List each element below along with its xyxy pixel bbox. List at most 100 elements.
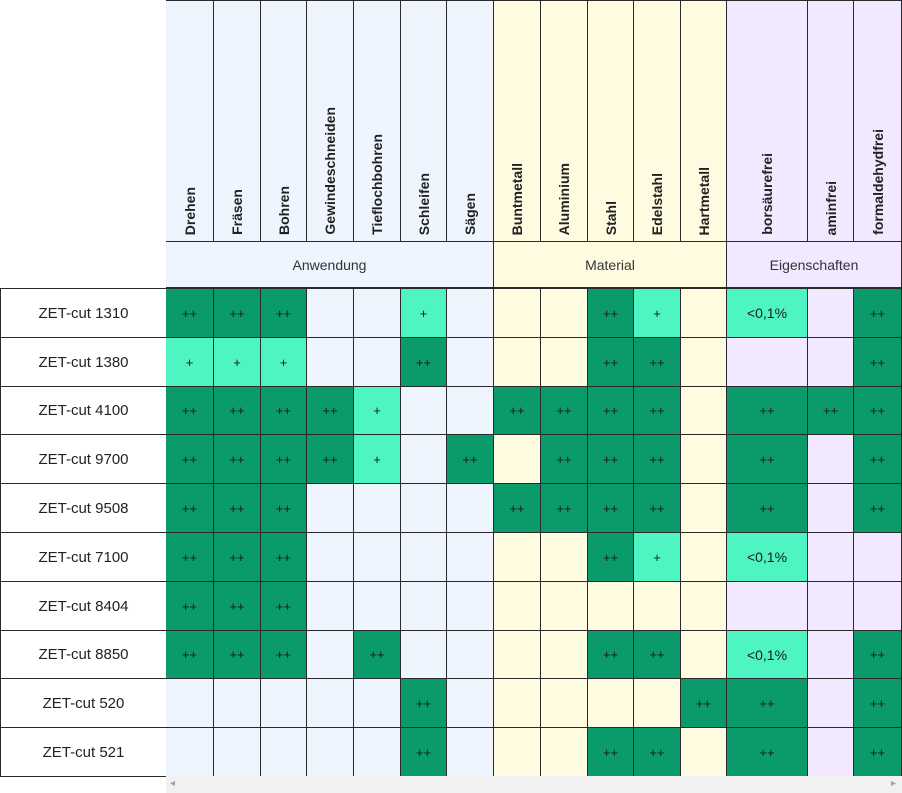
column-header-label: Gewindeschneiden bbox=[322, 107, 338, 235]
row-label: ZET-cut 7100 bbox=[0, 533, 167, 582]
table-cell: ++ bbox=[541, 387, 588, 435]
row-label: ZET-cut 9700 bbox=[0, 435, 167, 484]
table-cell bbox=[354, 582, 401, 631]
table-cell: ++ bbox=[854, 679, 902, 728]
table-cell bbox=[401, 484, 447, 533]
table-cell: ++ bbox=[727, 484, 808, 533]
table-cell: ++ bbox=[634, 728, 681, 777]
group-header-anwendung: Anwendung bbox=[166, 241, 494, 288]
column-header-sägen: Sägen bbox=[447, 1, 494, 241]
table-cell bbox=[447, 387, 494, 435]
table-cell: + bbox=[354, 435, 401, 484]
table-cell bbox=[681, 484, 727, 533]
column-header-label: Stahl bbox=[602, 200, 619, 235]
table-cell: ++ bbox=[261, 289, 307, 338]
table-cell bbox=[681, 533, 727, 582]
table-cell: ++ bbox=[214, 387, 261, 435]
table-cell bbox=[401, 387, 447, 435]
table-cell bbox=[307, 338, 354, 387]
table-cell bbox=[447, 533, 494, 582]
table-cell bbox=[447, 484, 494, 533]
table-cell bbox=[354, 728, 401, 777]
table-cell bbox=[166, 679, 214, 728]
table-cell bbox=[808, 728, 854, 777]
column-header-label: Buntmetall bbox=[509, 162, 525, 235]
table-cell bbox=[541, 533, 588, 582]
table-cell bbox=[634, 679, 681, 728]
table-cell bbox=[541, 289, 588, 338]
table-cell bbox=[494, 728, 541, 777]
table-cell: ++ bbox=[634, 435, 681, 484]
table-cell bbox=[588, 679, 634, 728]
table-cell bbox=[447, 679, 494, 728]
table-cell bbox=[401, 435, 447, 484]
table-cell: ++ bbox=[634, 484, 681, 533]
table-cell: ++ bbox=[166, 289, 214, 338]
table-cell: ++ bbox=[541, 435, 588, 484]
table-top-border bbox=[166, 0, 902, 1]
table-cell bbox=[354, 679, 401, 728]
table-cell: ++ bbox=[588, 387, 634, 435]
table-cell bbox=[808, 484, 854, 533]
table-cell bbox=[307, 631, 354, 679]
table-cell: ++ bbox=[854, 484, 902, 533]
table-cell: ++ bbox=[808, 387, 854, 435]
table-cell bbox=[681, 435, 727, 484]
table-cell: ++ bbox=[541, 484, 588, 533]
scroll-right-arrow-icon[interactable]: ▸ bbox=[890, 778, 896, 789]
row-label: ZET-cut 1310 bbox=[0, 289, 167, 338]
table-cell bbox=[401, 533, 447, 582]
column-header-tieflochbohren: Tieflochbohren bbox=[354, 1, 401, 241]
table-cell bbox=[494, 338, 541, 387]
table-cell: ++ bbox=[854, 728, 902, 777]
column-header-label: borsäurefrei bbox=[759, 153, 775, 235]
column-header-stahl: Stahl bbox=[588, 1, 634, 241]
table-cell: ++ bbox=[588, 289, 634, 338]
table-cell: ++ bbox=[494, 387, 541, 435]
table-cell bbox=[307, 289, 354, 338]
table-cell bbox=[261, 728, 307, 777]
table-cell: ++ bbox=[261, 631, 307, 679]
column-header-label: Edelstahl bbox=[649, 172, 665, 235]
group-header-material: Material bbox=[494, 241, 727, 288]
table-cell bbox=[307, 484, 354, 533]
table-cell bbox=[541, 631, 588, 679]
table-cell: ++ bbox=[634, 631, 681, 679]
table-cell bbox=[214, 728, 261, 777]
table-cell: ++ bbox=[854, 435, 902, 484]
table-cell: ++ bbox=[588, 728, 634, 777]
table-cell bbox=[494, 289, 541, 338]
table-cell: ++ bbox=[261, 387, 307, 435]
table-cell: ++ bbox=[854, 289, 902, 338]
table-cell: <0,1% bbox=[727, 533, 808, 582]
table-cell: ++ bbox=[727, 728, 808, 777]
table-cell bbox=[307, 728, 354, 777]
column-header-borsäurefrei: borsäurefrei bbox=[727, 1, 808, 241]
table-cell: ++ bbox=[494, 484, 541, 533]
table-cell: <0,1% bbox=[727, 631, 808, 679]
column-header-label: formaldehydfrei bbox=[869, 129, 886, 235]
horizontal-scrollbar[interactable]: ◂ ▸ bbox=[166, 776, 902, 793]
row-label: ZET-cut 8404 bbox=[0, 582, 167, 631]
table-cell bbox=[447, 338, 494, 387]
table-cell bbox=[681, 338, 727, 387]
table-cell: ++ bbox=[166, 631, 214, 679]
table-cell: ++ bbox=[681, 679, 727, 728]
table-cell: ++ bbox=[588, 533, 634, 582]
column-header-label: Schleifen bbox=[415, 172, 432, 235]
row-label: ZET-cut 1380 bbox=[0, 338, 167, 387]
table-cell bbox=[681, 631, 727, 679]
table-cell bbox=[808, 338, 854, 387]
table-cell: ++ bbox=[634, 387, 681, 435]
table-cell: ++ bbox=[447, 435, 494, 484]
table-cell bbox=[727, 338, 808, 387]
column-header-label: Fräsen bbox=[229, 189, 245, 235]
table-cell bbox=[808, 435, 854, 484]
table-cell bbox=[307, 679, 354, 728]
column-header-aluminium: Aluminium bbox=[541, 1, 588, 241]
column-header-formaldehydfrei: formaldehydfrei bbox=[854, 1, 902, 241]
table-cell: + bbox=[401, 289, 447, 338]
table-cell: ++ bbox=[214, 631, 261, 679]
scroll-left-arrow-icon[interactable]: ◂ bbox=[170, 778, 176, 789]
